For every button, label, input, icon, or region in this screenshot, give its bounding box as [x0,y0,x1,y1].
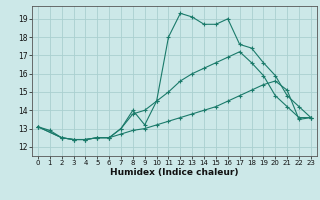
X-axis label: Humidex (Indice chaleur): Humidex (Indice chaleur) [110,168,239,177]
